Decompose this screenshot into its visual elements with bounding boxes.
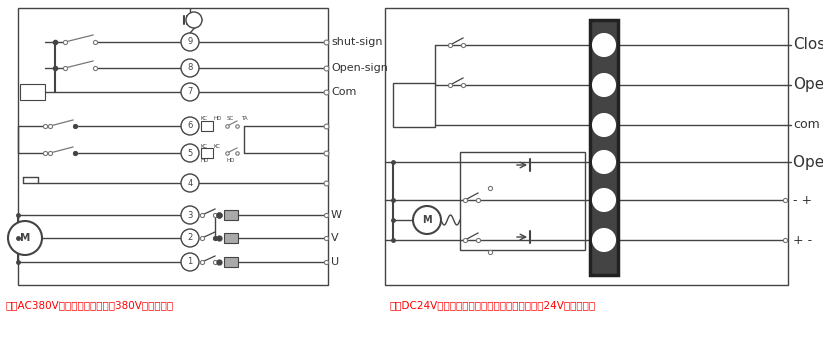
Text: M: M — [422, 215, 432, 225]
Text: 1: 1 — [188, 258, 193, 267]
Text: HD: HD — [214, 117, 222, 121]
Text: 4: 4 — [601, 120, 607, 130]
Text: HD: HD — [201, 158, 209, 163]
Bar — [201, 121, 213, 131]
Circle shape — [593, 229, 615, 251]
Text: shut-sign: shut-sign — [331, 37, 383, 47]
Text: KC: KC — [214, 143, 221, 149]
Bar — [460, 152, 585, 250]
Circle shape — [181, 117, 199, 135]
Bar — [590, 20, 618, 275]
Text: 6: 6 — [601, 40, 607, 50]
Bar — [20, 84, 45, 100]
Text: Open-sign: Open-sign — [331, 63, 388, 73]
Text: 1: 1 — [601, 235, 607, 245]
Circle shape — [181, 83, 199, 101]
Circle shape — [593, 74, 615, 96]
Bar — [201, 148, 213, 158]
Text: HD: HD — [227, 158, 235, 163]
Text: 8: 8 — [188, 63, 193, 72]
Text: V: V — [331, 233, 338, 243]
Circle shape — [181, 174, 199, 192]
Text: TA: TA — [241, 117, 248, 121]
Text: 4: 4 — [188, 179, 193, 188]
Text: Com: Com — [331, 87, 356, 97]
Circle shape — [181, 206, 199, 224]
Bar — [224, 257, 238, 267]
Text: Open shut: Open shut — [793, 155, 823, 169]
Text: KC: KC — [201, 117, 208, 121]
Text: 9: 9 — [188, 38, 193, 47]
Text: Close-sign: Close-sign — [793, 38, 823, 53]
Text: KC: KC — [201, 143, 208, 149]
Circle shape — [593, 151, 615, 173]
Text: - +: - + — [793, 193, 812, 206]
Text: Open-sign: Open-sign — [793, 78, 823, 93]
Circle shape — [593, 34, 615, 56]
Circle shape — [593, 189, 615, 211]
Circle shape — [181, 33, 199, 51]
Text: 3: 3 — [601, 157, 607, 167]
Circle shape — [8, 221, 42, 255]
Bar — [18, 8, 328, 285]
Circle shape — [181, 229, 199, 247]
Text: W: W — [331, 210, 342, 220]
Text: 2: 2 — [188, 234, 193, 243]
Text: com: com — [793, 119, 820, 132]
Text: 5: 5 — [601, 80, 607, 90]
Circle shape — [181, 253, 199, 271]
Circle shape — [413, 206, 441, 234]
Bar — [393, 83, 435, 127]
Text: 6: 6 — [188, 121, 193, 130]
Text: + -: + - — [793, 234, 812, 246]
Text: 直流DC24V，交换正负正开关同时无源信号反馈，24V电源接线图: 直流DC24V，交换正负正开关同时无源信号反馈，24V电源接线图 — [390, 300, 596, 310]
Text: M: M — [20, 233, 30, 243]
Text: SC: SC — [227, 117, 235, 121]
Bar — [224, 233, 238, 243]
Text: 2: 2 — [601, 195, 607, 205]
Text: 5: 5 — [188, 149, 193, 158]
Circle shape — [593, 114, 615, 136]
Circle shape — [186, 12, 202, 28]
Circle shape — [181, 144, 199, 162]
Text: 7: 7 — [188, 87, 193, 96]
Circle shape — [181, 59, 199, 77]
Text: 3: 3 — [188, 211, 193, 220]
Bar — [385, 8, 788, 285]
Text: 交流AC380V，带无源触点反馈，380V电源接线图: 交流AC380V，带无源触点反馈，380V电源接线图 — [6, 300, 174, 310]
Text: U: U — [331, 257, 339, 267]
Bar — [224, 210, 238, 220]
